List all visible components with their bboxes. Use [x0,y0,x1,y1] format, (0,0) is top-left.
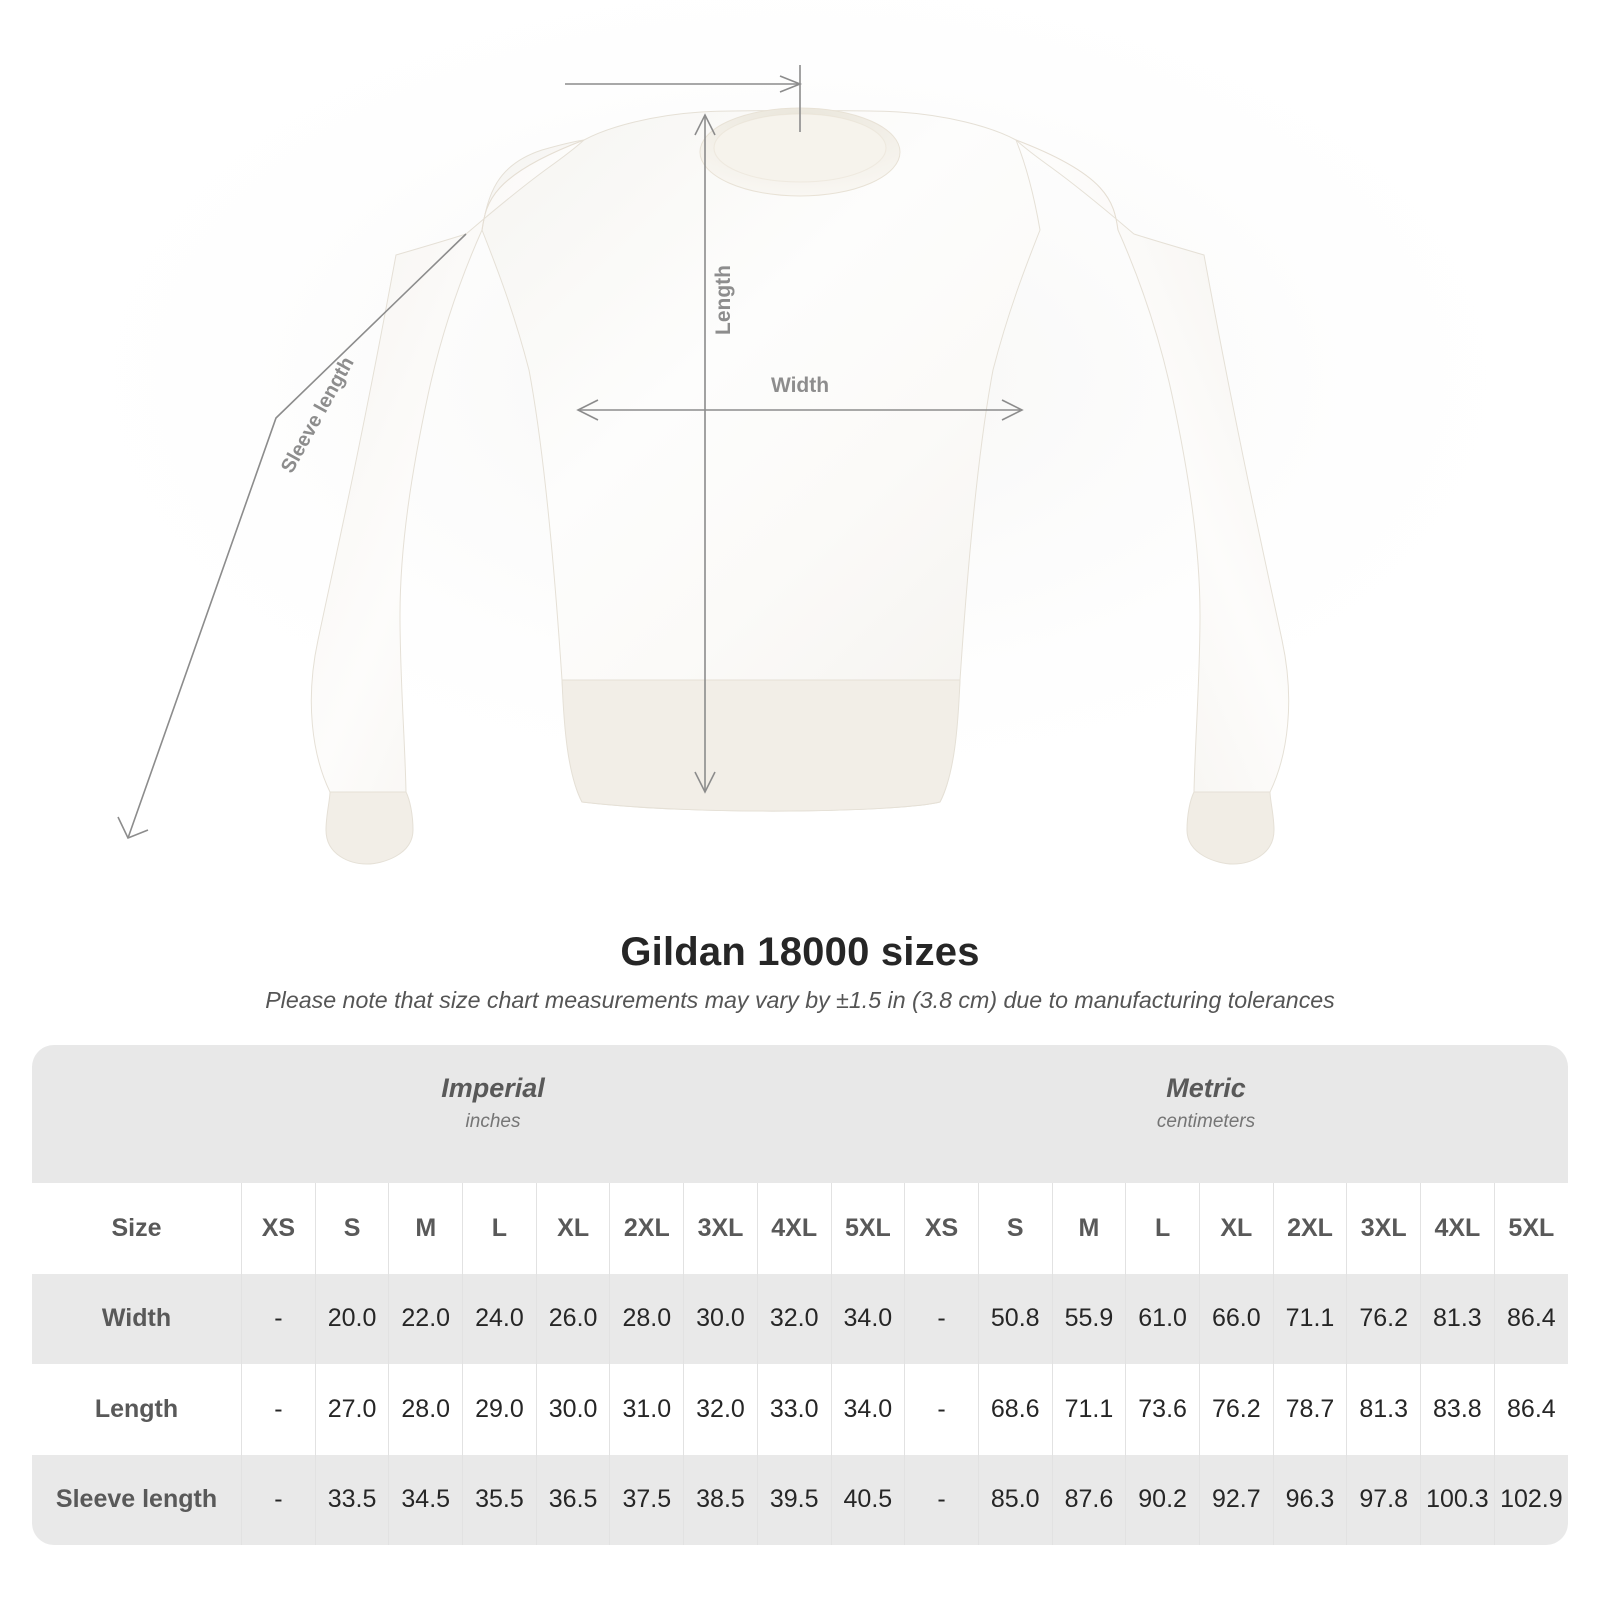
svg-text:Width: Width [771,374,829,397]
svg-text:Length: Length [712,265,735,335]
